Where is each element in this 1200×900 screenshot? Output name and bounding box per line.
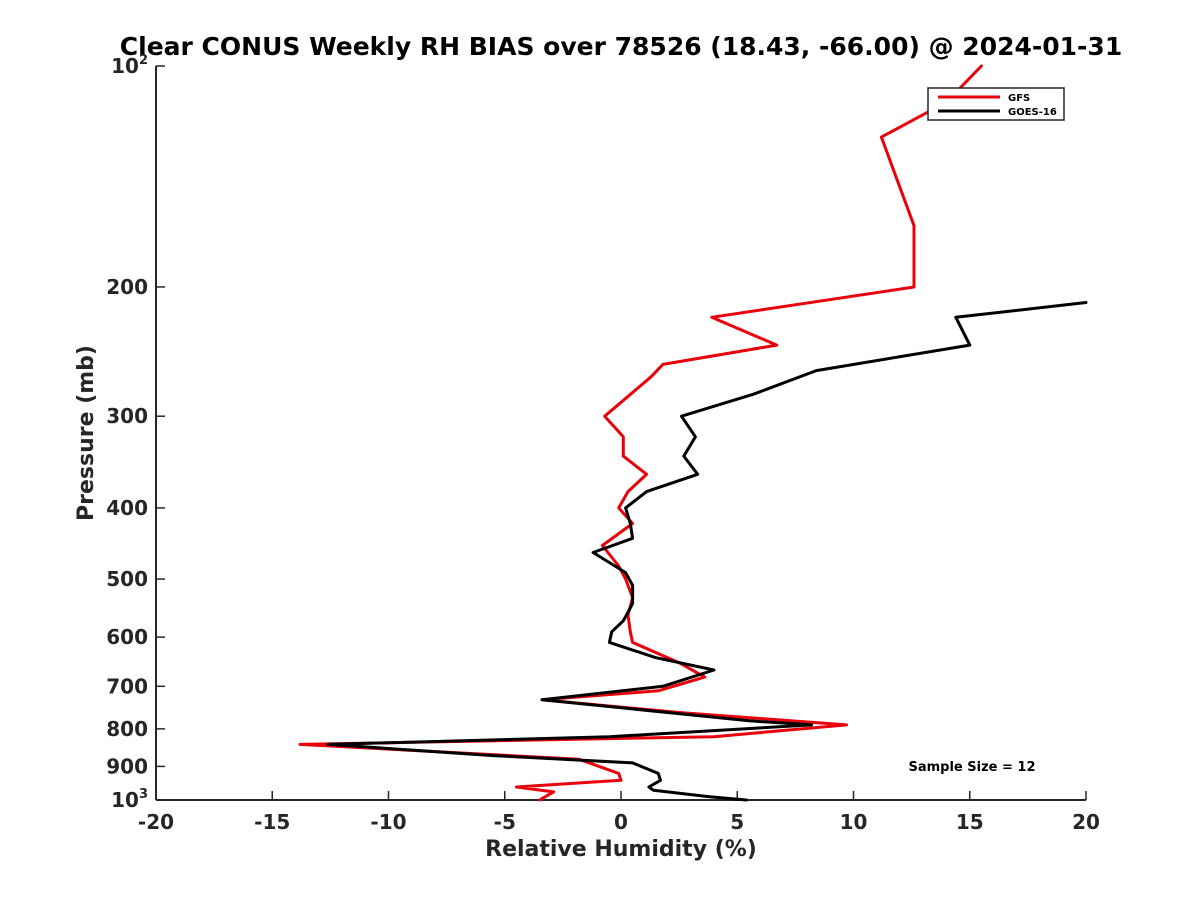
legend-label: GFS [1008,93,1030,104]
y-tick-label: 800 [106,717,148,741]
series-line-goes-16 [326,301,1088,802]
legend-box [927,87,1065,121]
y-tick-label: 600 [106,625,148,649]
x-axis-label: Relative Humidity (%) [485,837,757,862]
y-tick-label: 300 [106,404,148,428]
x-tick-label: -5 [494,810,516,834]
y-axis-label: Pressure (mb) [74,345,99,521]
legend: GFS GOES-16 [927,87,1065,121]
y-tick-label: 500 [106,567,148,591]
y-tick-label: 400 [106,496,148,520]
x-tick-label: 15 [956,810,984,834]
x-tick-label: 5 [730,810,744,834]
x-tick-label: 20 [1072,810,1100,834]
y-tick-label: 200 [106,275,148,299]
x-tick-label: 10 [840,810,868,834]
y-tick-label: 102 [111,53,148,78]
y-tick-label: 700 [106,674,148,698]
sample-size-note: Sample Size = 12 [908,760,1035,775]
series-layer [298,64,1088,802]
x-tick-label: 0 [614,810,628,834]
chart-title: Clear CONUS Weekly RH BIAS over 78526 (1… [120,32,1122,61]
y-tick-label: 900 [106,754,148,778]
x-tick-label: -15 [254,810,290,834]
legend-label: GOES-16 [1008,107,1057,118]
y-tick-label: 103 [111,787,148,812]
axes: -20 -15 -10 -5 0 5 10 15 20 102 200 300 400 500 600 700… [106,53,1100,834]
x-tick-label: -10 [370,810,406,834]
series-line-gfs [298,64,983,802]
x-tick-label: -20 [138,810,174,834]
